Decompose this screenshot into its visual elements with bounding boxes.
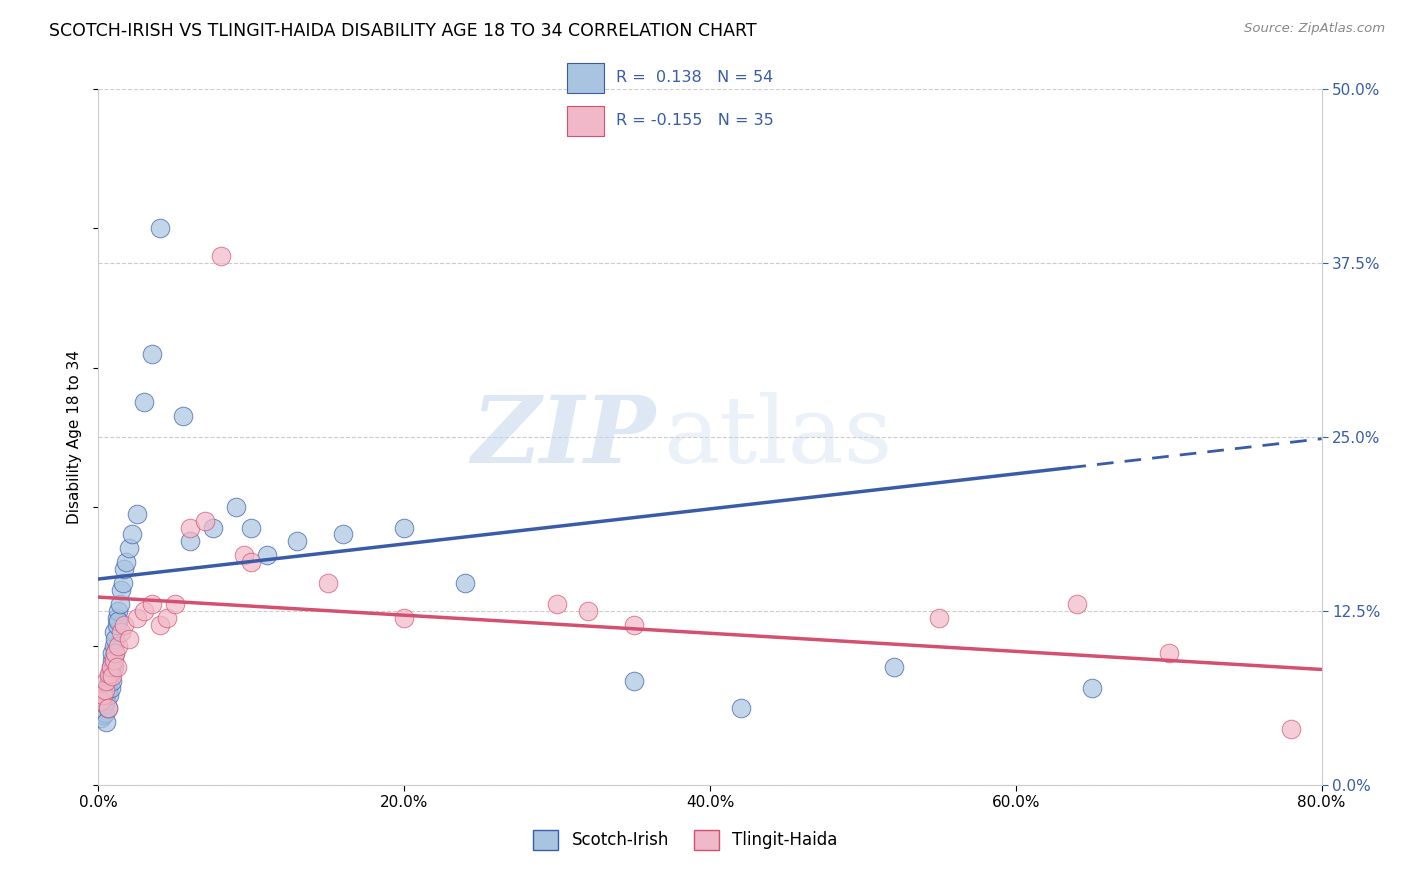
- Point: [112, 562, 135, 576]
- Point: [100, 681, 122, 695]
- Point: [118, 632, 141, 646]
- Point: [90, 694, 112, 708]
- Point: [179, 534, 201, 549]
- Point: [90, 711, 112, 725]
- Point: [115, 555, 138, 569]
- Point: [332, 527, 354, 541]
- Point: [883, 659, 905, 673]
- Point: [108, 597, 131, 611]
- Point: [316, 576, 339, 591]
- Point: [104, 646, 127, 660]
- Point: [392, 611, 416, 625]
- Point: [149, 618, 172, 632]
- Point: [105, 659, 128, 673]
- Point: [112, 618, 135, 632]
- Point: [240, 555, 263, 569]
- Point: [240, 520, 263, 534]
- Point: [232, 549, 254, 563]
- Point: [125, 507, 148, 521]
- Point: [107, 604, 129, 618]
- Point: [93, 706, 115, 720]
- Point: [118, 541, 141, 556]
- Point: [103, 653, 125, 667]
- Point: [94, 694, 117, 708]
- Text: R =  0.138   N = 54: R = 0.138 N = 54: [616, 70, 773, 86]
- Point: [91, 701, 114, 715]
- Point: [98, 673, 121, 688]
- Y-axis label: Disability Age 18 to 34: Disability Age 18 to 34: [67, 350, 83, 524]
- Point: [97, 678, 120, 692]
- Bar: [568, 63, 603, 93]
- Point: [125, 611, 148, 625]
- Point: [1066, 597, 1088, 611]
- Text: SCOTCH-IRISH VS TLINGIT-HAIDA DISABILITY AGE 18 TO 34 CORRELATION CHART: SCOTCH-IRISH VS TLINGIT-HAIDA DISABILITY…: [49, 22, 756, 40]
- Bar: [568, 106, 603, 136]
- Point: [156, 611, 179, 625]
- Text: atlas: atlas: [664, 392, 893, 482]
- Point: [103, 639, 125, 653]
- Point: [100, 666, 122, 681]
- Point: [546, 597, 568, 611]
- Point: [101, 669, 124, 683]
- Point: [97, 683, 120, 698]
- Point: [121, 527, 143, 541]
- Point: [928, 611, 950, 625]
- Point: [110, 583, 132, 598]
- Point: [179, 520, 201, 534]
- Point: [104, 646, 127, 660]
- Point: [225, 500, 247, 514]
- Point: [1081, 681, 1104, 695]
- Point: [105, 618, 128, 632]
- Text: Source: ZipAtlas.com: Source: ZipAtlas.com: [1244, 22, 1385, 36]
- Point: [91, 708, 114, 723]
- Point: [91, 688, 114, 702]
- Point: [111, 576, 134, 591]
- Point: [454, 576, 477, 591]
- Point: [98, 666, 121, 681]
- Point: [149, 221, 172, 235]
- Point: [104, 632, 127, 646]
- Point: [94, 688, 117, 702]
- Text: ZIP: ZIP: [471, 392, 655, 482]
- Point: [576, 604, 599, 618]
- Point: [730, 701, 752, 715]
- Point: [1279, 723, 1302, 737]
- Point: [94, 673, 117, 688]
- Point: [98, 669, 121, 683]
- Legend: Scotch-Irish, Tlingit-Haida: Scotch-Irish, Tlingit-Haida: [527, 823, 845, 856]
- Point: [100, 659, 122, 673]
- Point: [101, 646, 124, 660]
- Point: [103, 624, 125, 639]
- Point: [103, 659, 125, 673]
- Point: [1157, 646, 1180, 660]
- Point: [101, 673, 124, 688]
- Point: [93, 683, 115, 698]
- Point: [101, 653, 124, 667]
- Point: [107, 639, 129, 653]
- Point: [105, 611, 128, 625]
- Point: [97, 701, 120, 715]
- Point: [107, 614, 129, 628]
- Point: [285, 534, 308, 549]
- Point: [623, 618, 645, 632]
- Point: [256, 549, 278, 563]
- Point: [110, 624, 132, 639]
- Point: [392, 520, 416, 534]
- Point: [209, 249, 232, 263]
- Point: [141, 346, 163, 360]
- Point: [94, 715, 117, 730]
- Point: [163, 597, 186, 611]
- Point: [134, 395, 156, 409]
- Text: R = -0.155   N = 35: R = -0.155 N = 35: [616, 113, 773, 128]
- Point: [141, 597, 163, 611]
- Point: [98, 688, 121, 702]
- Point: [194, 514, 217, 528]
- Point: [134, 604, 156, 618]
- Point: [93, 698, 115, 712]
- Point: [202, 520, 225, 534]
- Point: [623, 673, 645, 688]
- Point: [97, 701, 120, 715]
- Point: [100, 659, 122, 673]
- Point: [172, 409, 194, 424]
